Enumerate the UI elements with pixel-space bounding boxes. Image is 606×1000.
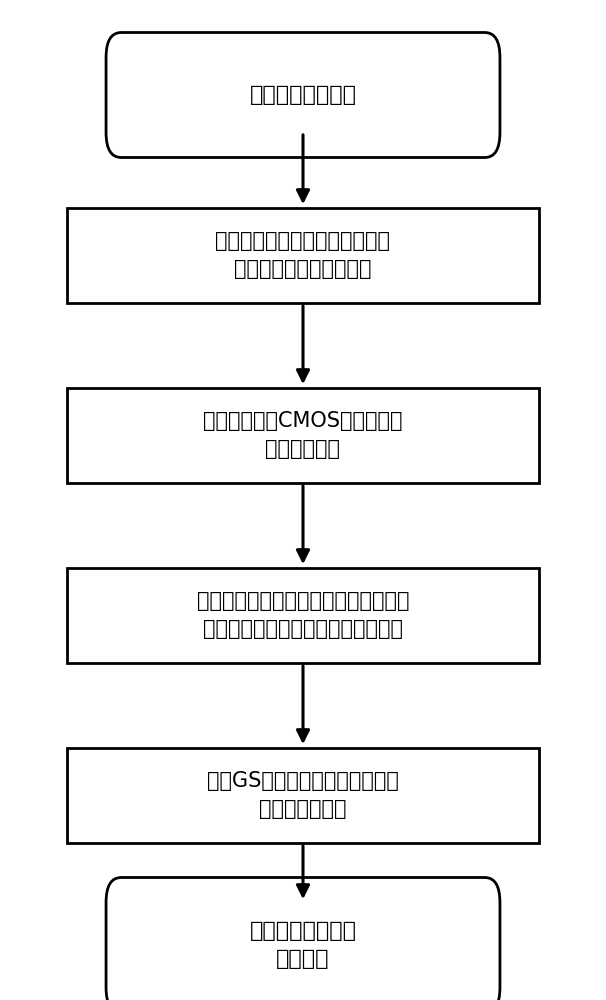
Text: 染色的细胞的样品: 染色的细胞的样品 [250, 85, 356, 105]
FancyBboxPatch shape [106, 32, 500, 157]
Text: 完成无透镜的全息
显微成像: 完成无透镜的全息 显微成像 [250, 921, 356, 969]
FancyBboxPatch shape [67, 748, 539, 842]
FancyBboxPatch shape [67, 568, 539, 662]
Text: 使用GS算法获取样品的精确的振
幅和相位信息。: 使用GS算法获取样品的精确的振 幅和相位信息。 [207, 771, 399, 819]
FancyBboxPatch shape [67, 388, 539, 483]
FancyBboxPatch shape [106, 878, 500, 1000]
Text: 部分相干或者相干光作为光源，
将光源照射在样品台上。: 部分相干或者相干光作为光源， 将光源照射在样品台上。 [216, 231, 390, 279]
Text: 调节样品台与光源之间的距离，调节三
次，生成三张传播距离不同的图像。: 调节样品台与光源之间的距离，调节三 次，生成三张传播距离不同的图像。 [197, 591, 409, 639]
Text: 调节样品台与CMOS图像传感器
之间的距离。: 调节样品台与CMOS图像传感器 之间的距离。 [203, 411, 403, 459]
FancyBboxPatch shape [67, 208, 539, 302]
